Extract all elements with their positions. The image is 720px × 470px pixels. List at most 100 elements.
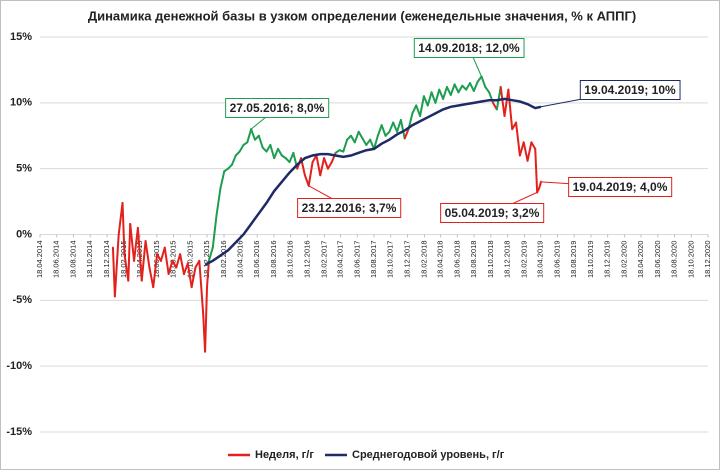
- annotation: 14.09.2018; 12,0%: [413, 38, 525, 58]
- weekly-segment: [507, 88, 514, 131]
- weekly-segment: [219, 170, 226, 190]
- x-tick-label: 18.10.2019: [586, 241, 595, 279]
- x-tick-label: 18.10.2016: [286, 241, 295, 279]
- weekly-segment: [357, 130, 364, 140]
- weekly-segment: [480, 75, 487, 89]
- x-tick-label: 18.02.2019: [520, 241, 529, 279]
- weekly-segment: [484, 86, 491, 94]
- x-tick-label: 18.12.2018: [503, 241, 512, 279]
- weekly-segment: [422, 95, 429, 107]
- weekly-segment: [388, 121, 395, 133]
- x-tick-label: 18.04.2020: [636, 241, 645, 279]
- weekly-segment: [411, 104, 418, 115]
- weekly-segment: [127, 222, 132, 282]
- weekly-segment: [269, 143, 276, 160]
- annotation: 19.04.2019; 10%: [579, 80, 681, 100]
- x-tick-label: 18.06.2014: [52, 241, 61, 279]
- y-tick-label: 5%: [16, 163, 32, 175]
- weekly-segment: [129, 222, 136, 262]
- weekly-segment: [148, 266, 155, 289]
- weekly-segment: [323, 157, 329, 170]
- weekly-segment: [499, 86, 506, 117]
- weekly-segment: [206, 259, 210, 289]
- annotation-box: [225, 98, 330, 118]
- weekly-segment: [403, 128, 410, 140]
- weekly-segment: [175, 253, 182, 269]
- weekly-segment: [522, 141, 529, 162]
- weekly-segment: [238, 143, 245, 153]
- x-tick-label: 18.08.2019: [569, 241, 578, 279]
- x-tick-label: 18.02.2020: [620, 241, 629, 279]
- x-tick-label: 18.10.2018: [486, 241, 495, 279]
- x-tick-label: 18.12.2015: [202, 241, 211, 279]
- weekly-segment: [307, 161, 314, 187]
- y-tick-label: -10%: [6, 360, 32, 372]
- weekly-segment: [449, 83, 456, 96]
- y-tick-label: -15%: [6, 426, 32, 438]
- weekly-segment: [392, 121, 399, 133]
- annotation-box: [413, 38, 525, 58]
- weekly-segment: [230, 154, 237, 166]
- weekly-segment: [121, 201, 126, 256]
- annotation-label: 19.04.2019; 10%: [584, 83, 676, 97]
- x-tick-label: 18.08.2016: [269, 241, 278, 279]
- weekly-segment: [538, 180, 542, 190]
- weekly-segment: [133, 226, 139, 262]
- weekly-segment: [457, 84, 464, 94]
- weekly-segment: [468, 82, 475, 92]
- weekly-segment: [342, 138, 349, 153]
- x-tick-label: 18.04.2014: [35, 241, 44, 279]
- weekly-segment: [113, 233, 120, 298]
- annotation-box: [568, 177, 673, 197]
- weekly-segment: [167, 259, 174, 275]
- annotation-box: [579, 80, 681, 100]
- weekly-segment: [445, 86, 452, 96]
- x-tick-label: 18.10.2015: [185, 241, 194, 279]
- weekly-segment: [495, 86, 502, 111]
- weekly-segment: [373, 134, 379, 150]
- annotation: 23.12.2016; 3,7%: [297, 198, 402, 218]
- x-tick-label: 18.02.2017: [319, 241, 328, 279]
- weekly-segment: [152, 253, 159, 289]
- x-tick-label: 18.12.2020: [703, 241, 712, 279]
- weekly-segment: [215, 187, 222, 216]
- weekly-segment: [442, 86, 448, 100]
- weekly-segment: [315, 154, 322, 177]
- annotation-box: [297, 198, 402, 218]
- weekly-segment: [326, 161, 333, 170]
- x-tick-label: 18.06.2019: [552, 241, 561, 279]
- weekly-segment: [136, 226, 143, 282]
- x-tick-label: 18.02.2016: [219, 241, 228, 279]
- y-tick-label: 10%: [10, 97, 32, 109]
- weekly-segment: [246, 128, 253, 144]
- annotation: 19.04.2019; 4,0%: [568, 177, 673, 197]
- x-tick-label: 18.08.2020: [670, 241, 679, 279]
- weekly-segment: [277, 147, 283, 157]
- weekly-segment: [369, 138, 375, 150]
- weekly-segment: [319, 157, 326, 177]
- weekly-segment: [453, 83, 460, 94]
- annotation-label: 05.04.2019; 3,2%: [445, 206, 540, 220]
- x-tick-label: 18.06.2020: [653, 241, 662, 279]
- weekly-segment: [526, 141, 533, 162]
- weekly-segment: [426, 91, 433, 107]
- x-tick-label: 18.12.2019: [603, 241, 612, 279]
- annotation-label: 23.12.2016; 3,7%: [302, 201, 397, 215]
- weekly-segment: [257, 134, 264, 149]
- x-tick-label: 18.10.2017: [386, 241, 395, 279]
- weekly-segment: [186, 262, 193, 289]
- x-tick-label: 18.12.2017: [402, 241, 411, 279]
- weekly-segment: [353, 130, 360, 144]
- x-tick-label: 18.06.2016: [252, 241, 261, 279]
- legend-label: Среднегодовой уровень, г/г: [352, 449, 505, 461]
- x-tick-label: 18.08.2015: [169, 241, 178, 279]
- x-tick-label: 18.08.2014: [68, 241, 77, 279]
- x-tick-label: 18.06.2018: [452, 241, 461, 279]
- weekly-segment: [438, 88, 445, 100]
- chart-title: Динамика денежной базы в узком определен…: [88, 8, 636, 23]
- weekly-segment: [472, 80, 479, 92]
- x-tick-label: 18.12.2014: [102, 241, 111, 279]
- x-tick-label: 18.08.2017: [369, 241, 378, 279]
- x-tick-label: 18.04.2018: [436, 241, 445, 279]
